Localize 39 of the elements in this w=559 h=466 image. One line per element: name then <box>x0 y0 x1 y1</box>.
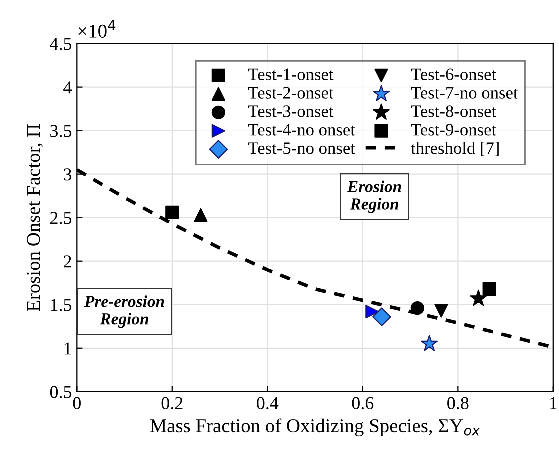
legend-label: Test-9-onset <box>411 124 496 136</box>
point <box>470 290 488 306</box>
x-tick-label: 0.8 <box>448 397 469 410</box>
legend-label: Test-1-onset <box>248 68 334 80</box>
y-tick-label: 2 <box>64 256 72 268</box>
point <box>372 308 392 326</box>
legend-label: Test-6-onset <box>411 68 496 80</box>
legend-label: Test-3-onset <box>248 106 334 118</box>
y-tick-label: 0.5 <box>50 386 72 398</box>
annotation: Erosion Region <box>347 180 402 214</box>
point <box>421 335 438 352</box>
legend-label: Test-2-onset <box>248 87 334 99</box>
legend-label: Test-5-no onset <box>248 142 356 154</box>
x-axis-title: Mass Fraction of Oxidizing Species, ΣY$_{ox}$ <box>150 418 480 437</box>
point <box>166 206 180 220</box>
x-tick-label: 0.4 <box>257 397 279 410</box>
annotation: Pre-erosion Region <box>84 296 164 328</box>
legend-label: threshold [7] <box>411 142 499 156</box>
y-tick-label: 4 <box>64 82 72 94</box>
y-tick-label: 1 <box>64 342 72 355</box>
point <box>482 282 496 296</box>
point <box>366 305 380 319</box>
legend-label: Test-8-onset <box>411 106 496 118</box>
text: ×10$^{4}$ <box>78 20 116 38</box>
y-tick-label: 2.5 <box>50 212 72 224</box>
point <box>194 208 208 222</box>
x-tick-label: 0.6 <box>352 397 374 410</box>
x-tick-label: 0 <box>73 397 81 410</box>
x-tick-label: 0.2 <box>162 397 183 410</box>
y-axis-title: Erosion Onset Factor, Π <box>27 124 44 312</box>
y-tick-label: 3 <box>64 168 72 181</box>
y-tick-label: 3.5 <box>50 125 72 138</box>
point <box>434 304 448 318</box>
legend-label: Test-7-no onset <box>411 87 518 99</box>
point <box>410 302 424 316</box>
y-tick-label: 4.5 <box>50 38 72 50</box>
x-tick-label: 1 <box>550 397 557 410</box>
legend-label: Test-4-no onset <box>248 124 356 136</box>
y-tick-label: 1.5 <box>51 299 72 312</box>
